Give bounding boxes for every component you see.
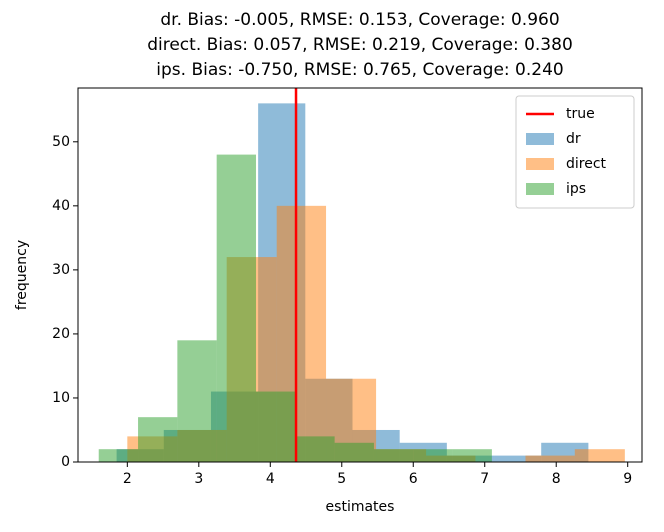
legend-label: direct: [566, 156, 607, 172]
y-axis-label: frequency: [14, 240, 30, 310]
legend-box: [515, 95, 635, 209]
legend-label: ips: [566, 181, 586, 197]
bar: [494, 455, 542, 462]
x-axis-label: estimates: [326, 499, 395, 515]
bar: [216, 154, 256, 463]
bar: [138, 417, 178, 462]
y-tick-label: 30: [52, 262, 70, 278]
bar: [255, 391, 296, 462]
y-tick-label: 20: [52, 326, 70, 342]
y-tick-label: 50: [52, 134, 70, 150]
bar: [525, 455, 575, 462]
bar: [452, 449, 492, 462]
x-tick-label: 5: [337, 471, 346, 487]
title-line: ips. Bias: -0.750, RMSE: 0.765, Coverage…: [156, 60, 563, 80]
title-line: direct. Bias: 0.057, RMSE: 0.219, Covera…: [147, 35, 573, 55]
x-tick-label: 8: [552, 471, 561, 487]
legend-swatch: [526, 133, 554, 145]
plot-frame: [77, 87, 643, 463]
bar: [295, 436, 335, 462]
y-tick-label: 40: [52, 198, 70, 214]
bar: [574, 449, 625, 462]
y-tick-label: 10: [52, 390, 70, 406]
bar: [373, 449, 414, 462]
bar: [177, 340, 217, 462]
legend-label: true: [566, 106, 595, 122]
title-line: dr. Bias: -0.005, RMSE: 0.153, Coverage:…: [160, 10, 559, 30]
bar: [98, 449, 139, 462]
x-tick-label: 9: [623, 471, 632, 487]
legend-label: dr: [566, 131, 581, 147]
y-tick-label: 0: [61, 454, 70, 470]
legend-swatch: [526, 158, 554, 170]
x-tick-label: 6: [409, 471, 418, 487]
legend-swatch: [526, 183, 554, 195]
bar: [413, 449, 453, 462]
x-tick-label: 7: [480, 471, 489, 487]
x-tick-label: 2: [123, 471, 132, 487]
x-tick-label: 3: [194, 471, 203, 487]
bar: [334, 442, 374, 462]
x-tick-label: 4: [266, 471, 275, 487]
